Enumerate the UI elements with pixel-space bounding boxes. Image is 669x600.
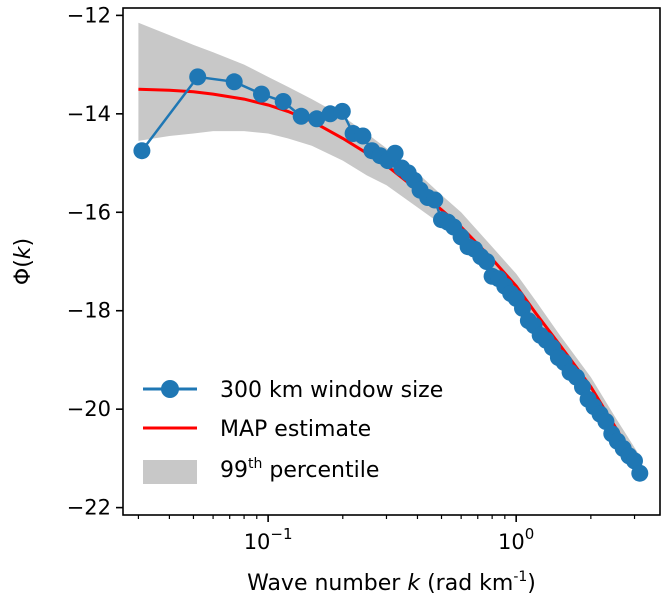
- ticks-layer: −12 −14 −16 −18 −20 −22 10−1 100: [67, 3, 636, 554]
- legend-band-patch: [143, 460, 197, 484]
- window-series-point: [292, 107, 310, 125]
- window-series-point: [478, 253, 496, 270]
- window-series-layer: [133, 68, 649, 482]
- window-series-point: [133, 142, 151, 160]
- legend-series-label: 300 km window size: [220, 378, 443, 403]
- legend-series-marker: [161, 380, 179, 398]
- percentile-band: [138, 22, 640, 481]
- window-series-point: [225, 73, 243, 91]
- y-axis-label: Φ(k): [11, 238, 36, 285]
- legend-map-label: MAP estimate: [220, 417, 371, 442]
- y-tick-label: −22: [67, 496, 111, 520]
- y-tick-label: −20: [67, 397, 111, 421]
- x-axis-label: Wave number k (rad km-1): [247, 569, 536, 596]
- window-series-line: [140, 75, 641, 474]
- map-estimate-layer: [138, 87, 642, 469]
- window-series-point: [253, 85, 270, 103]
- window-series-point: [354, 127, 372, 145]
- window-series-point: [631, 464, 649, 482]
- y-tick-label: −12: [67, 3, 111, 27]
- legend-band-label: 99th percentile: [220, 456, 379, 483]
- y-tick-label: −18: [67, 299, 111, 323]
- legend: 300 km window size MAP estimate 99th per…: [143, 378, 443, 484]
- x-tick-label: 100: [498, 525, 534, 554]
- window-series-point: [426, 191, 444, 209]
- window-series-point: [308, 110, 326, 128]
- window-series-point: [189, 68, 207, 86]
- y-tick-label: −14: [67, 102, 111, 126]
- window-series-point: [333, 102, 351, 120]
- window-series-point: [274, 93, 292, 110]
- map-estimate-line: [138, 87, 642, 469]
- plot-frame: [122, 7, 661, 516]
- y-tick-label: −16: [67, 200, 111, 224]
- window-series-point: [386, 144, 404, 162]
- x-tick-label: 10−1: [244, 525, 293, 554]
- percentile-band-layer: [138, 22, 640, 481]
